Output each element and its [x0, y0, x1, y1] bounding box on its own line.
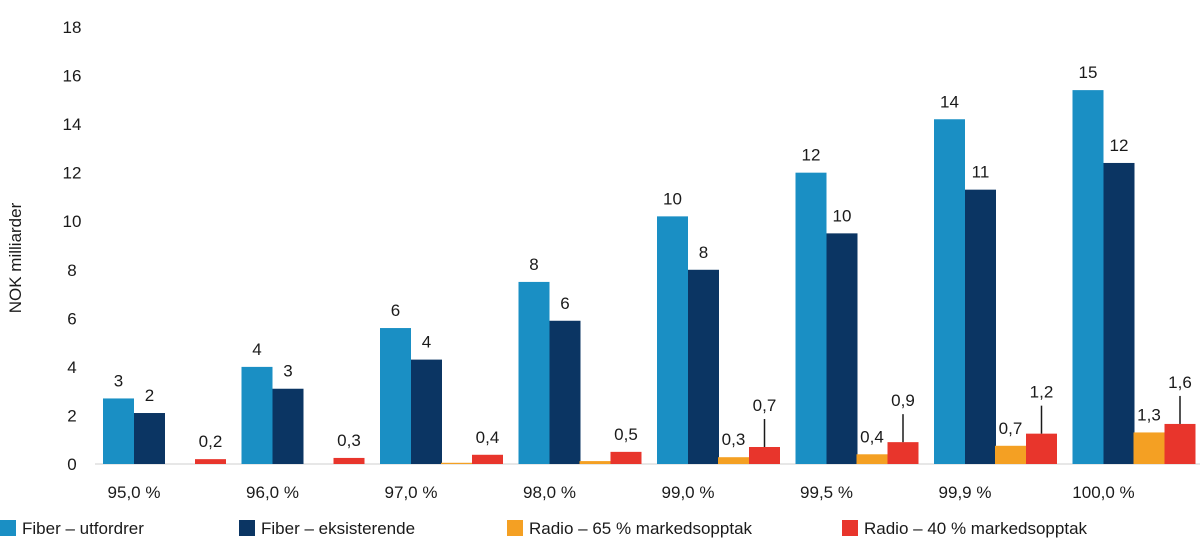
bar-fiber-eksisterende-1	[272, 388, 304, 464]
data-label: 0,2	[199, 432, 223, 451]
data-label: 12	[802, 146, 821, 165]
bar-radio-40-markedsopptak-6	[1026, 433, 1057, 464]
y-tick-label: 10	[63, 212, 82, 231]
data-label: 4	[422, 333, 431, 352]
bar-fiber-utfordrer-7	[1072, 90, 1104, 464]
data-label: 1,2	[1030, 383, 1054, 402]
y-tick-label: 0	[67, 455, 76, 474]
y-tick-label: 16	[63, 67, 82, 86]
legend-swatch	[239, 520, 255, 536]
x-tick-label: 99,0 %	[662, 483, 715, 502]
bar-radio-65-markedsopptak-7	[1133, 432, 1165, 464]
bar-radio-40-markedsopptak-2	[472, 454, 503, 464]
data-label: 6	[560, 294, 569, 313]
y-axis-label: NOK milliarder	[6, 202, 25, 313]
legend-label: Fiber – eksisterende	[261, 519, 415, 538]
data-label: 4	[252, 340, 261, 359]
bar-fiber-eksisterende-6	[965, 189, 996, 464]
bar-radio-40-markedsopptak-1	[333, 457, 365, 464]
bar-fiber-eksisterende-7	[1103, 162, 1135, 464]
bar-fiber-eksisterende-3	[549, 320, 581, 464]
bars-layer	[103, 90, 1196, 464]
y-tick-label: 8	[67, 261, 76, 280]
bar-fiber-utfordrer-5	[795, 172, 827, 464]
data-label: 10	[663, 189, 682, 208]
data-labels-layer: 3 2 0,2 4 3 0,3 6 4 0,4 8 6 0,5 10 8 0,3 0,7 12 10 0,4 0,9 1…	[114, 63, 1192, 451]
legend-swatch	[507, 520, 523, 536]
bar-fiber-eksisterende-4	[688, 269, 719, 464]
bar-radio-40-markedsopptak-3	[610, 451, 642, 464]
bar-fiber-utfordrer-1	[241, 366, 273, 464]
bar-radio-40-markedsopptak-4	[749, 447, 780, 464]
x-tick-label: 97,0 %	[385, 483, 438, 502]
data-label: 3	[283, 362, 292, 381]
data-label: 0,7	[999, 419, 1023, 438]
bar-radio-65-markedsopptak-5	[856, 454, 888, 464]
bar-fiber-eksisterende-0	[134, 413, 165, 464]
bar-radio-65-markedsopptak-2	[441, 462, 472, 464]
data-label: 0,5	[614, 425, 638, 444]
bar-fiber-eksisterende-5	[826, 233, 858, 464]
bar-fiber-utfordrer-6	[934, 119, 965, 464]
bar-radio-65-markedsopptak-3	[579, 461, 611, 464]
data-label: 6	[391, 301, 400, 320]
legend-swatch	[842, 520, 858, 536]
data-label: 0,9	[891, 391, 915, 410]
data-label: 0,3	[722, 430, 746, 449]
data-label: 0,3	[337, 431, 361, 450]
data-label: 11	[972, 163, 990, 182]
data-label: 0,4	[476, 428, 500, 447]
y-tick-label: 4	[67, 358, 76, 377]
y-tick-label: 6	[67, 309, 76, 328]
data-label: 1,3	[1137, 405, 1161, 424]
x-tick-label: 99,9 %	[939, 483, 992, 502]
bar-fiber-utfordrer-2	[380, 328, 411, 464]
x-tick-label: 98,0 %	[523, 483, 576, 502]
y-tick-label: 18	[63, 18, 82, 37]
x-tick-label: 99,5 %	[800, 483, 853, 502]
bar-radio-40-markedsopptak-5	[887, 442, 919, 464]
bar-radio-65-markedsopptak-6	[995, 445, 1026, 464]
x-axis: 95,0 % 96,0 % 97,0 % 98,0 % 99,0 % 99,5 % 99,9…	[108, 483, 1135, 502]
data-label: 0,4	[860, 427, 884, 446]
y-tick-label: 12	[63, 164, 82, 183]
bar-radio-40-markedsopptak-0	[195, 459, 226, 464]
data-label: 1,6	[1168, 373, 1192, 392]
y-tick-label: 2	[67, 406, 76, 425]
bar-radio-40-markedsopptak-7	[1164, 423, 1196, 464]
data-label: 15	[1079, 63, 1098, 82]
legend-label: Fiber – utfordrer	[22, 519, 144, 538]
x-tick-label: 95,0 %	[108, 483, 161, 502]
x-tick-label: 96,0 %	[246, 483, 299, 502]
data-label: 0,7	[753, 396, 777, 415]
bar-radio-65-markedsopptak-4	[718, 457, 749, 464]
data-label: 3	[114, 371, 123, 390]
legend-label: Radio – 40 % markedsopptak	[864, 519, 1088, 538]
bar-fiber-utfordrer-0	[103, 398, 134, 464]
legend-label: Radio – 65 % markedsopptak	[529, 519, 753, 538]
data-label: 14	[940, 92, 959, 111]
data-label: 2	[145, 386, 154, 405]
y-axis: 0 2 4 6 8 10 12 14 16 18	[63, 18, 82, 474]
bar-fiber-eksisterende-2	[411, 359, 442, 464]
data-label: 10	[833, 206, 852, 225]
data-label: 8	[529, 255, 538, 274]
data-label: 8	[699, 243, 708, 262]
data-label: 12	[1110, 136, 1129, 155]
y-tick-label: 14	[63, 115, 82, 134]
legend-swatch	[0, 520, 16, 536]
bar-fiber-utfordrer-4	[657, 216, 688, 464]
bar-fiber-utfordrer-3	[518, 281, 550, 464]
legend: Fiber – utfordrer Fiber – eksisterende Rad…	[0, 519, 1088, 538]
x-tick-label: 100,0 %	[1072, 483, 1134, 502]
